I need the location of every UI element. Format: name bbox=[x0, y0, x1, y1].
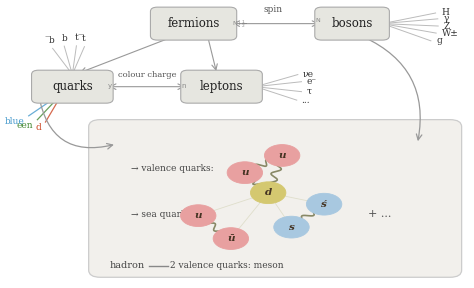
Text: νe: νe bbox=[302, 70, 313, 79]
Text: 2 valence quarks: meson: 2 valence quarks: meson bbox=[170, 261, 284, 270]
Circle shape bbox=[181, 205, 216, 227]
Text: N+$\frac{1}{2}$: N+$\frac{1}{2}$ bbox=[232, 18, 246, 31]
Circle shape bbox=[274, 216, 309, 238]
Text: u: u bbox=[194, 211, 202, 220]
FancyBboxPatch shape bbox=[181, 70, 262, 103]
Text: y: y bbox=[108, 83, 112, 89]
Text: H: H bbox=[441, 8, 449, 18]
Text: hadron: hadron bbox=[109, 261, 145, 270]
Text: → valence quarks:: → valence quarks: bbox=[131, 164, 213, 173]
Circle shape bbox=[264, 145, 300, 166]
Text: e⁻: e⁻ bbox=[306, 77, 316, 86]
FancyBboxPatch shape bbox=[32, 70, 113, 103]
Text: ū: ū bbox=[227, 234, 235, 243]
Text: ...: ... bbox=[301, 96, 310, 105]
Text: u: u bbox=[278, 151, 286, 160]
Text: quarks: quarks bbox=[52, 80, 93, 93]
Circle shape bbox=[250, 182, 286, 204]
Circle shape bbox=[227, 162, 263, 183]
FancyBboxPatch shape bbox=[150, 7, 237, 40]
Text: s: s bbox=[289, 223, 294, 232]
Text: b: b bbox=[61, 34, 67, 43]
Text: u: u bbox=[241, 168, 248, 177]
Text: ̅b: ̅b bbox=[50, 36, 55, 45]
Text: g: g bbox=[437, 36, 442, 45]
Text: d: d bbox=[35, 124, 41, 132]
Text: t: t bbox=[74, 33, 78, 42]
Text: spin: spin bbox=[263, 5, 283, 14]
Text: fermions: fermions bbox=[167, 17, 220, 30]
Text: W±: W± bbox=[442, 29, 458, 38]
Text: Z: Z bbox=[444, 22, 450, 31]
Text: bosons: bosons bbox=[331, 17, 373, 30]
Text: colour charge: colour charge bbox=[118, 71, 176, 79]
FancyBboxPatch shape bbox=[89, 120, 462, 277]
Text: N: N bbox=[316, 18, 320, 23]
Text: → sea quarks:: → sea quarks: bbox=[131, 210, 193, 219]
Text: leptons: leptons bbox=[200, 80, 243, 93]
Text: blue: blue bbox=[4, 117, 24, 126]
Text: ś: ś bbox=[321, 200, 327, 209]
FancyBboxPatch shape bbox=[315, 7, 389, 40]
Text: + ...: + ... bbox=[368, 209, 392, 219]
Circle shape bbox=[213, 228, 248, 249]
Text: d: d bbox=[264, 188, 272, 197]
Text: n: n bbox=[181, 83, 186, 89]
Text: ̅t: ̅t bbox=[82, 34, 86, 43]
Text: τ: τ bbox=[306, 87, 311, 96]
Text: een: een bbox=[16, 121, 33, 130]
Circle shape bbox=[306, 193, 342, 215]
Text: γ: γ bbox=[443, 14, 449, 23]
